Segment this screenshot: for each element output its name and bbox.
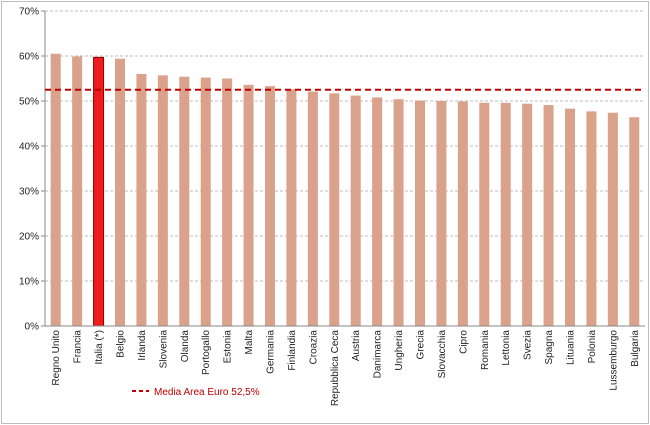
- y-tick-label: 20%: [19, 232, 39, 243]
- x-tick-label: Slovenia: [158, 330, 169, 369]
- x-tick-label: Spagna: [544, 330, 555, 365]
- bar: [200, 77, 211, 326]
- bar: [136, 74, 147, 326]
- bar: [522, 103, 533, 326]
- bar: [372, 97, 383, 327]
- x-tick-label: Regno Unito: [51, 330, 62, 386]
- x-tick-label: Italia (*): [94, 330, 105, 364]
- legend: Media Area Euro 52,5%: [132, 387, 260, 398]
- x-tick-label: Cipro: [458, 330, 469, 354]
- bar: [500, 102, 511, 326]
- x-tick-label: Romania: [480, 330, 491, 370]
- x-tick-label: Bulgaria: [630, 330, 641, 367]
- bar: [243, 84, 254, 326]
- bar: [72, 56, 83, 326]
- bar: [179, 76, 190, 326]
- x-tick-label: Finlandia: [287, 330, 298, 371]
- y-tick-label: 30%: [19, 187, 39, 198]
- x-tick-label: Belgio: [116, 330, 127, 358]
- bar: [629, 117, 640, 326]
- bar: [586, 111, 597, 326]
- x-tick-label: Portogallo: [201, 330, 212, 375]
- x-tick-label: Grecia: [416, 330, 427, 360]
- x-tick-label: Germania: [266, 330, 277, 374]
- grid-lines: [45, 10, 645, 282]
- x-tick-label: Estonia: [223, 330, 234, 364]
- y-tick-label: 50%: [19, 97, 39, 108]
- x-tick-label: Francia: [73, 330, 84, 364]
- x-tick-label: Slovacchia: [437, 330, 448, 379]
- x-tick-label: Polonia: [587, 330, 598, 364]
- bar: [457, 101, 468, 326]
- x-tick-label: Malta: [244, 330, 255, 355]
- bar: [479, 102, 490, 326]
- y-tick-label: 70%: [19, 7, 39, 18]
- x-tick-label: Lettonia: [501, 330, 512, 366]
- x-tick-label: Lussemburgo: [608, 330, 619, 391]
- x-tick-label: Lituania: [566, 330, 577, 365]
- bar: [307, 91, 318, 326]
- y-tick-label: 10%: [19, 277, 39, 288]
- y-tick-label: 0%: [25, 322, 40, 333]
- bar: [350, 95, 361, 326]
- y-tick-label: 40%: [19, 142, 39, 153]
- x-tick-label: Olanda: [180, 330, 191, 363]
- x-tick-label: Austria: [351, 330, 362, 362]
- legend-label: Media Area Euro 52,5%: [154, 387, 260, 398]
- x-tick-label: Irlanda: [137, 330, 148, 361]
- x-tick-label: Ungheria: [394, 330, 405, 371]
- x-tick-label: Svezia: [523, 330, 534, 360]
- bar: [436, 101, 447, 326]
- x-tick-label: Danimarca: [373, 330, 384, 379]
- bar: [265, 86, 275, 327]
- bar: [543, 105, 554, 326]
- bar: [222, 78, 233, 326]
- y-tick-label: 60%: [19, 52, 39, 63]
- x-tick-label: Croazia: [308, 330, 319, 365]
- bar: [329, 93, 340, 326]
- y-axis: 0% 10% 20% 30% 40% 50% 60% 70%: [19, 7, 46, 333]
- bar: [50, 53, 61, 326]
- bars: [50, 53, 640, 327]
- bar: [115, 58, 125, 326]
- x-axis: Regno Unito Francia Italia (*) Belgio Irland…: [45, 325, 645, 407]
- bar-highlighted: [93, 56, 105, 327]
- bar: [415, 100, 425, 326]
- bar: [393, 99, 404, 326]
- x-tick-label: Repubblica Ceca: [330, 330, 341, 407]
- bar: [286, 89, 297, 326]
- bar: [157, 75, 168, 326]
- bar: [565, 108, 575, 327]
- bar: [607, 112, 618, 326]
